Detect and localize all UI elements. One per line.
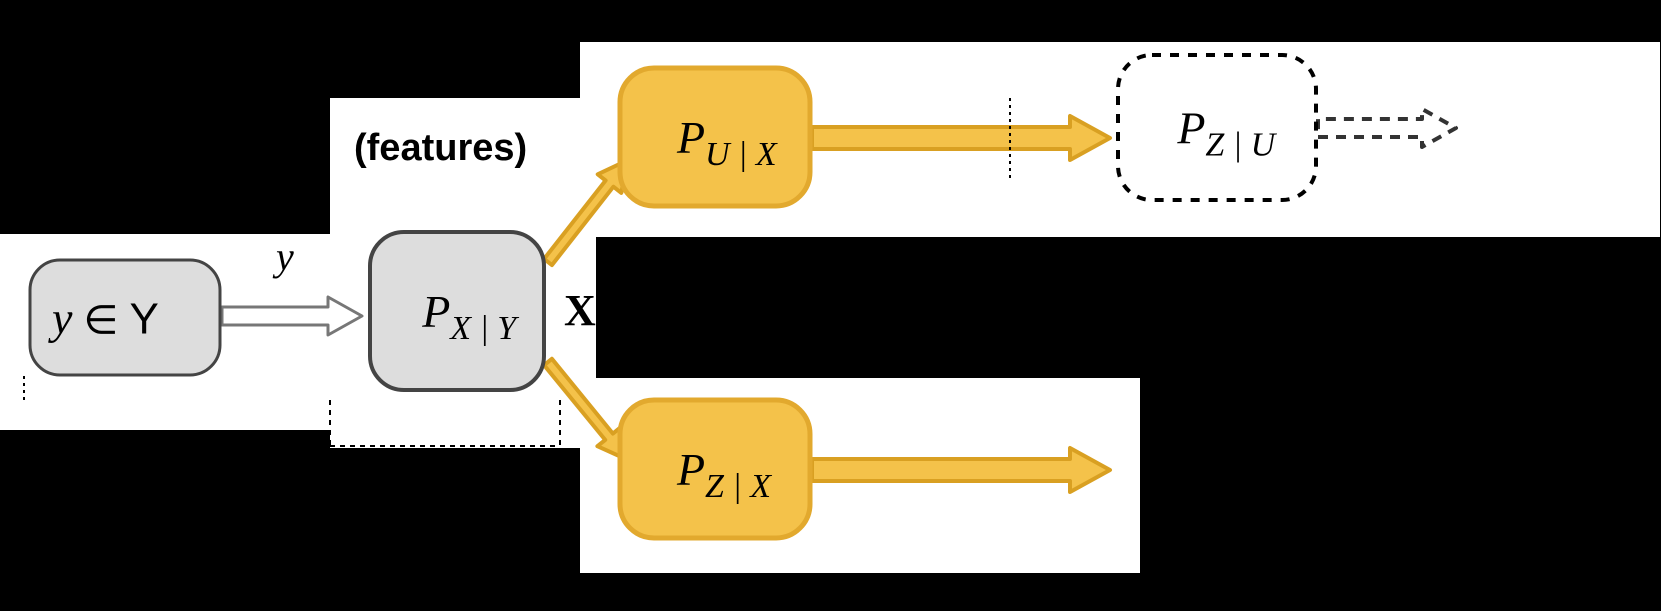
node-label: P [421,286,450,337]
node-PXY: PX | Y [370,232,544,390]
node-PZX: PZ | X [620,400,810,538]
node-label: P [676,444,705,495]
node-yY: y ∈ Y [30,260,220,375]
node-label: P [1176,103,1205,154]
node-sublabel: Z | X [705,468,772,505]
annotation-y: y [272,234,294,279]
annotation-features: (features) [354,127,527,169]
node-sublabel: U | X [705,136,778,173]
node-sublabel: X | Y [448,310,519,347]
node-sublabel: Z | U [1205,127,1277,164]
node-PZU: PZ | U [1118,55,1316,200]
node-label: y ∈ Y [48,293,159,344]
node-label: P [676,112,705,163]
node-PUX: PU | X [620,68,810,206]
annotation-x: X [564,286,596,335]
